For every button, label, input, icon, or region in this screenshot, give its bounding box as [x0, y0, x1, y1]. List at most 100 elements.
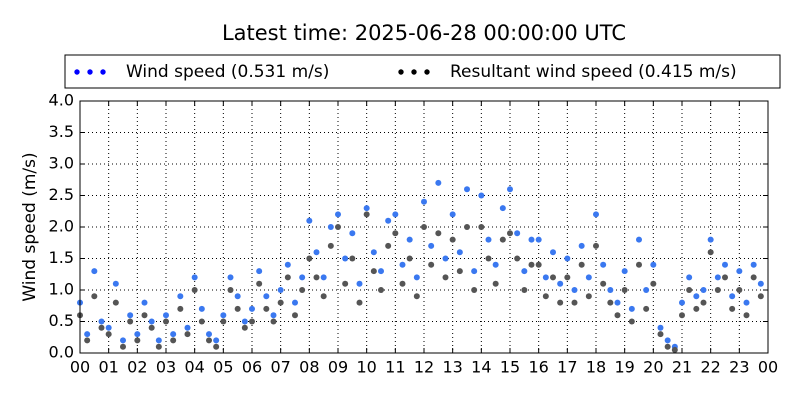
- data-point: [542, 293, 549, 300]
- data-point: [464, 224, 470, 230]
- data-point: [177, 293, 184, 300]
- data-point: [743, 312, 750, 319]
- plot-frame: [79, 100, 769, 354]
- x-tick-label: 23: [729, 358, 749, 377]
- data-point: [356, 280, 363, 287]
- data-point: [170, 337, 177, 344]
- data-point: [657, 324, 664, 331]
- data-point: [363, 211, 370, 218]
- data-point: [750, 274, 757, 281]
- data-point: [621, 268, 628, 275]
- data-point: [299, 287, 306, 293]
- data-point: [707, 249, 714, 256]
- x-tick-label: 12: [414, 358, 434, 377]
- data-point: [757, 280, 764, 287]
- data-point: [514, 230, 521, 237]
- data-point: [564, 255, 571, 262]
- data-point: [585, 274, 592, 281]
- data-point: [614, 299, 621, 306]
- data-point: [449, 236, 456, 243]
- legend-marker: [74, 69, 80, 75]
- data-point: [514, 255, 521, 262]
- data-point: [198, 305, 205, 312]
- data-point: [714, 274, 721, 281]
- data-point: [428, 261, 435, 268]
- data-point: [292, 312, 298, 319]
- data-point: [664, 337, 671, 344]
- x-tick-label: 01: [98, 358, 118, 377]
- data-point: [686, 274, 693, 281]
- data-point: [499, 236, 506, 243]
- data-point: [327, 242, 334, 249]
- data-point: [528, 261, 535, 268]
- data-point: [256, 268, 263, 275]
- x-tick-label: 08: [299, 358, 319, 377]
- y-tick-label: 2.5: [49, 185, 74, 204]
- y-tick-label: 0.5: [49, 311, 74, 330]
- data-point: [413, 274, 420, 281]
- data-point: [621, 287, 628, 293]
- data-point: [184, 331, 191, 338]
- data-point: [306, 255, 313, 262]
- data-point: [177, 305, 184, 312]
- data-point: [456, 268, 463, 275]
- data-point: [471, 268, 478, 275]
- data-point: [600, 280, 607, 287]
- y-tick-label: 2.0: [49, 217, 74, 236]
- data-point: [664, 343, 671, 350]
- data-point: [542, 274, 549, 281]
- data-point: [227, 274, 234, 281]
- data-point: [349, 255, 356, 262]
- data-point: [155, 343, 162, 350]
- y-tick-label: 1.0: [49, 280, 74, 299]
- data-point: [700, 299, 707, 306]
- data-point: [535, 261, 542, 268]
- chart-title: Latest time: 2025-06-28 00:00:00 UTC: [222, 21, 626, 45]
- data-point: [370, 249, 377, 256]
- data-point: [507, 186, 513, 193]
- data-point: [535, 236, 542, 243]
- data-point: [428, 242, 435, 249]
- data-point: [292, 299, 298, 306]
- data-point: [313, 274, 320, 281]
- data-point: [607, 299, 614, 306]
- data-point: [507, 230, 513, 237]
- data-point: [693, 293, 700, 300]
- x-tick-label: 20: [643, 358, 663, 377]
- data-point: [112, 280, 119, 287]
- data-point: [578, 242, 585, 249]
- data-point: [163, 318, 169, 325]
- data-point: [671, 346, 678, 353]
- data-point: [234, 305, 241, 312]
- data-point: [421, 198, 427, 205]
- data-point: [306, 217, 313, 224]
- data-point: [406, 236, 413, 243]
- data-point: [722, 261, 728, 268]
- data-point: [464, 186, 470, 193]
- data-point: [392, 211, 399, 218]
- data-point: [112, 299, 119, 306]
- data-point: [141, 299, 148, 306]
- data-point: [686, 287, 693, 293]
- data-point: [299, 274, 306, 281]
- data-point: [550, 249, 556, 256]
- x-tick-label: 17: [557, 358, 577, 377]
- y-tick-label: 4.0: [49, 91, 74, 110]
- data-point: [256, 280, 263, 287]
- x-tick-label: 14: [471, 358, 491, 377]
- data-point: [241, 324, 248, 331]
- data-point: [184, 324, 191, 331]
- data-point: [263, 293, 270, 300]
- data-point: [628, 318, 635, 325]
- data-point: [736, 287, 743, 293]
- x-tick-label: 02: [127, 358, 147, 377]
- y-tick-label: 1.5: [49, 248, 74, 267]
- data-point: [105, 324, 112, 331]
- data-point: [220, 312, 227, 319]
- data-point: [750, 261, 757, 268]
- x-tick-label: 22: [700, 358, 720, 377]
- data-point: [729, 305, 736, 312]
- data-point: [370, 268, 377, 275]
- data-point: [134, 331, 141, 338]
